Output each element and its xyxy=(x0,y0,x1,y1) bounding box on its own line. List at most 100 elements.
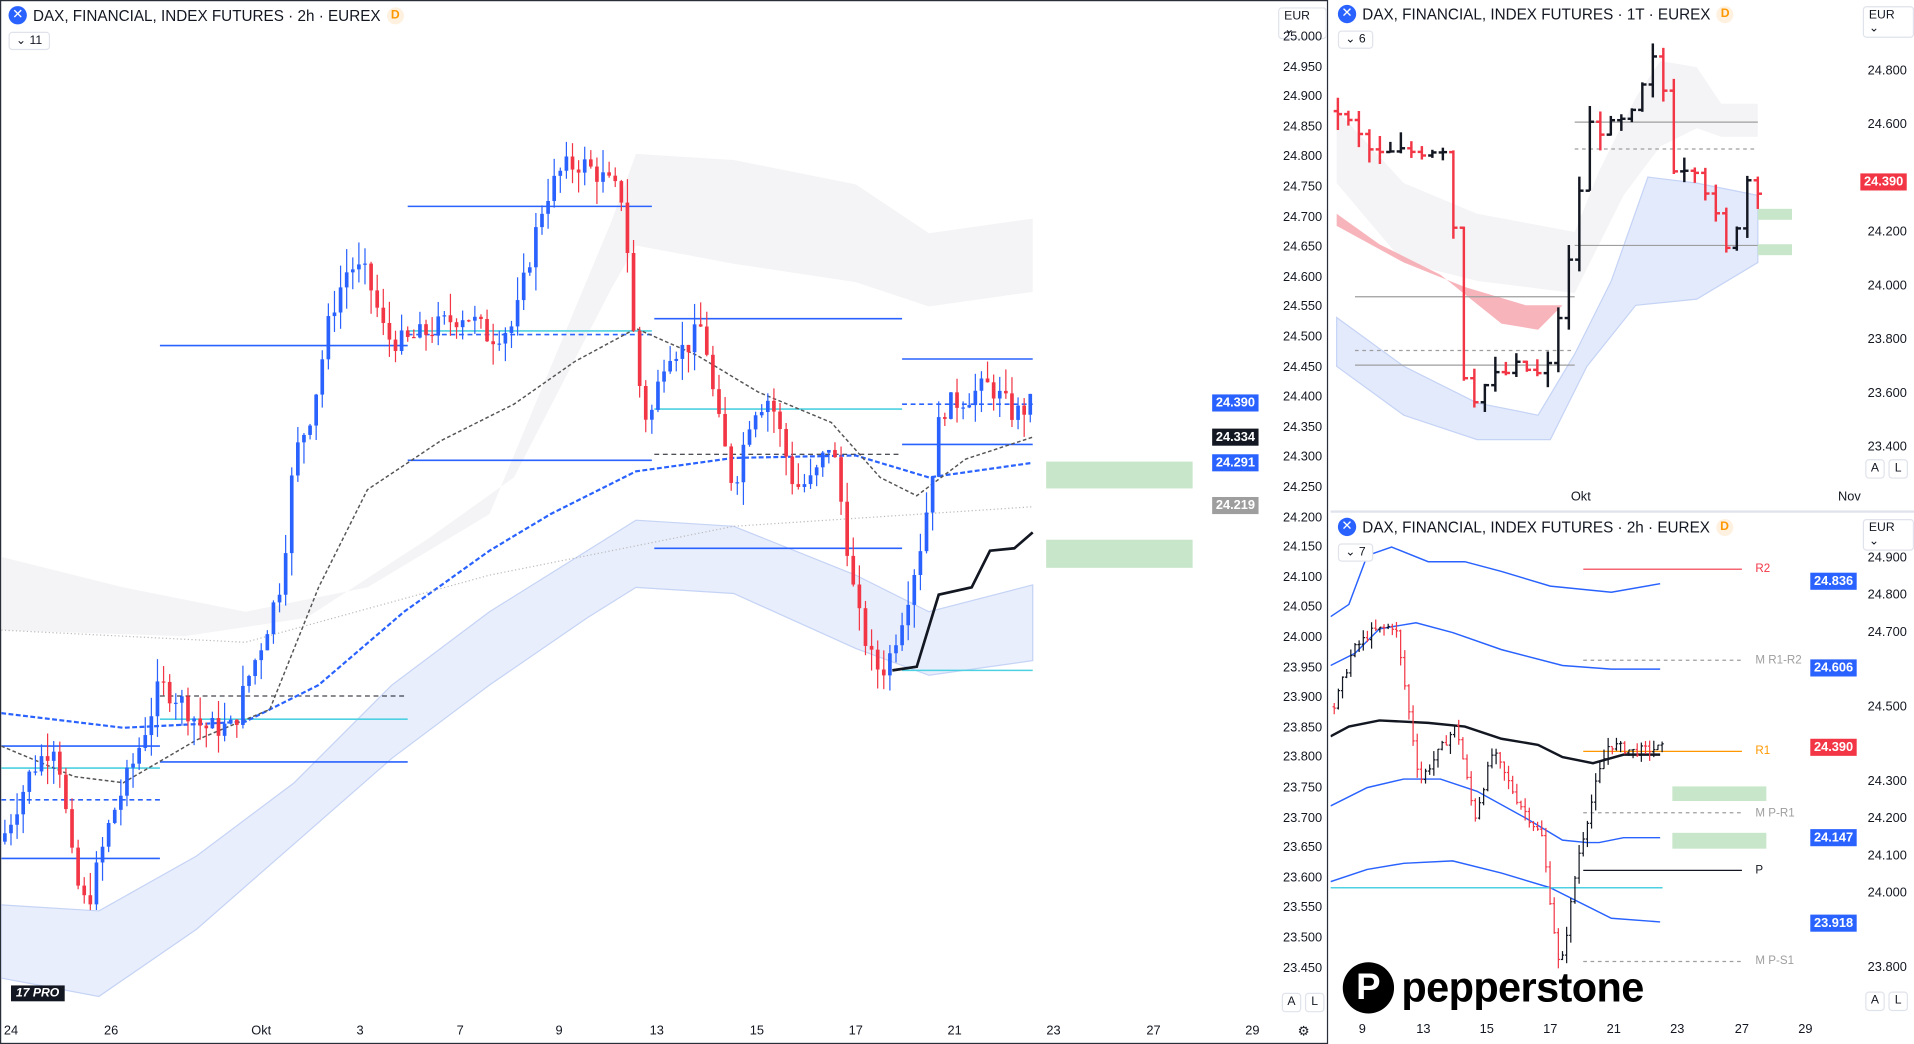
candle-body xyxy=(875,649,880,670)
currency-label: EUR xyxy=(1868,521,1895,535)
candle-body xyxy=(985,378,990,383)
price-label: 24.334 xyxy=(1212,428,1259,446)
candle-body xyxy=(680,344,685,359)
candle xyxy=(387,301,392,357)
delayed-data-icon[interactable]: D xyxy=(1716,5,1734,23)
candle xyxy=(94,851,99,911)
chart-legend[interactable]: ✕ DAX, FINANCIAL, INDEX FUTURES · 1T · E… xyxy=(1337,4,1734,24)
chart-legend[interactable]: ✕ DAX, FINANCIAL, INDEX FUTURES · 2h · E… xyxy=(1337,517,1734,537)
candle xyxy=(503,327,508,362)
candle-body xyxy=(650,409,654,420)
ohlc-bar xyxy=(1436,748,1440,768)
candle-body xyxy=(131,763,135,768)
indicators-collapse-button[interactable]: ⌄ 7 xyxy=(1337,543,1373,562)
auto-scale-button[interactable]: A xyxy=(1865,991,1885,1012)
price-tick: 24.950 xyxy=(1282,59,1323,74)
ohlc-bar xyxy=(1627,108,1637,123)
pivot-chart-canvas[interactable] xyxy=(1330,513,1914,1044)
candle xyxy=(1022,398,1026,437)
price-tick: 24.600 xyxy=(1867,117,1907,132)
candle xyxy=(51,740,56,784)
candle-body xyxy=(100,846,105,863)
candle xyxy=(650,404,654,434)
ohlc-bar xyxy=(1544,827,1548,873)
pane-separator[interactable] xyxy=(1330,510,1914,513)
candle xyxy=(540,205,544,235)
time-label: Okt xyxy=(1570,489,1591,505)
candle xyxy=(930,476,935,531)
auto-scale-button[interactable]: A xyxy=(1865,459,1885,479)
settings-gear-icon[interactable]: ⚙ xyxy=(1297,1024,1310,1040)
candle xyxy=(735,476,740,495)
main-chart-canvas[interactable] xyxy=(1,1,1328,1044)
daily-chart-canvas[interactable] xyxy=(1331,0,1914,510)
candle xyxy=(167,674,172,712)
candle-body xyxy=(375,290,380,308)
log-scale-button[interactable]: L xyxy=(1888,459,1908,479)
candle xyxy=(460,310,465,340)
candle xyxy=(564,141,569,179)
candle-body xyxy=(387,322,392,340)
price-label: 24.291 xyxy=(1212,454,1259,472)
ohlc-bar xyxy=(1569,898,1573,943)
candle-body xyxy=(625,202,630,253)
ohlc-bar xyxy=(1519,800,1523,810)
candle-body xyxy=(192,718,196,722)
candle-body xyxy=(967,405,972,408)
auto-scale-button[interactable]: A xyxy=(1281,992,1302,1013)
pivot-chart-panel[interactable]: ✕ DAX, FINANCIAL, INDEX FUTURES · 2h · E… xyxy=(1330,512,1914,1044)
candle xyxy=(747,420,752,447)
candle xyxy=(888,644,892,691)
daily-chart-panel[interactable]: ✕ DAX, FINANCIAL, INDEX FUTURES · 1T · E… xyxy=(1330,0,1914,511)
candle xyxy=(466,319,471,323)
candle-body xyxy=(253,660,257,677)
candle-body xyxy=(613,175,618,182)
candle xyxy=(326,303,331,370)
candle xyxy=(723,396,727,447)
ohlc-bar xyxy=(1522,360,1532,372)
candle xyxy=(802,474,807,493)
price-tick: 24.200 xyxy=(1867,224,1907,240)
currency-select[interactable]: EUR ⌄ xyxy=(1278,7,1327,40)
candle xyxy=(863,600,868,656)
candle-body xyxy=(784,429,788,457)
candle xyxy=(210,711,215,729)
candle-body xyxy=(717,389,721,414)
currency-select[interactable]: EUR ⌄ xyxy=(1862,6,1914,38)
candle-body xyxy=(674,358,679,361)
delayed-data-icon[interactable]: D xyxy=(1716,518,1734,536)
price-tick: 23.750 xyxy=(1282,780,1323,795)
ohlc-bar xyxy=(1575,176,1584,272)
main-chart-panel[interactable]: ✕ DAX, FINANCIAL, INDEX FUTURES · 2h · E… xyxy=(0,0,1329,1044)
indicators-collapse-button[interactable]: ⌄ 11 xyxy=(8,31,50,51)
candles xyxy=(3,141,1033,911)
currency-select[interactable]: EUR ⌄ xyxy=(1862,518,1914,551)
ohlc-bar xyxy=(1477,796,1482,820)
candle xyxy=(759,404,764,418)
log-scale-button[interactable]: L xyxy=(1304,992,1325,1013)
ohlc-bar xyxy=(1648,43,1658,98)
symbol-title[interactable]: DAX, FINANCIAL, INDEX FUTURES · 2h · EUR… xyxy=(1362,518,1710,536)
ohlc-bar xyxy=(1515,783,1519,805)
symbol-title[interactable]: DAX, FINANCIAL, INDEX FUTURES · 2h · EUR… xyxy=(32,6,381,24)
candle xyxy=(741,432,746,505)
chart-legend[interactable]: ✕ DAX, FINANCIAL, INDEX FUTURES · 2h · E… xyxy=(8,6,404,25)
candle-body xyxy=(881,669,886,676)
ohlc-bar xyxy=(1465,754,1469,780)
price-tick: 24.550 xyxy=(1282,299,1323,315)
candle xyxy=(186,687,190,736)
price-tick: 24.900 xyxy=(1282,89,1323,105)
candle xyxy=(430,317,434,343)
delayed-data-icon[interactable]: D xyxy=(386,6,404,24)
log-scale-button[interactable]: L xyxy=(1888,991,1908,1012)
candle xyxy=(259,643,264,680)
symbol-title[interactable]: DAX, FINANCIAL, INDEX FUTURES · 1T · EUR… xyxy=(1362,5,1711,23)
candle-body xyxy=(851,555,856,585)
candle xyxy=(82,877,87,904)
ohlc-bar xyxy=(1652,740,1656,758)
candle xyxy=(692,303,697,371)
indicators-collapse-button[interactable]: ⌄ 6 xyxy=(1337,30,1373,49)
price-tick: 23.600 xyxy=(1867,385,1907,401)
candle-body xyxy=(326,316,331,360)
ohlc-bar xyxy=(1631,748,1635,759)
